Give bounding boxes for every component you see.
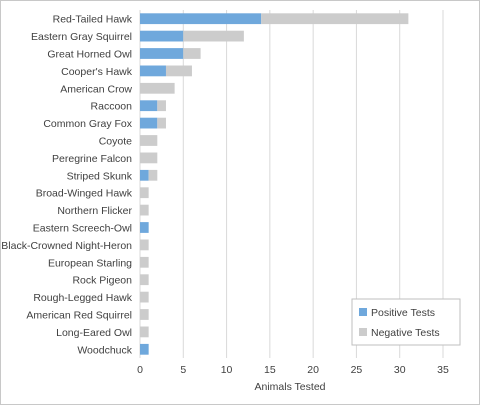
- category-labels: Red-Tailed Hawk Eastern Gray Squirrel Grea…: [1, 14, 132, 357]
- category-label: Rough-Legged Hawk: [33, 292, 132, 304]
- legend-swatch-positive: [359, 308, 367, 316]
- legend: Positive Tests Negative Tests: [351, 298, 461, 346]
- category-label: European Starling: [48, 257, 132, 269]
- bar-negative: [140, 239, 149, 251]
- x-tick-label: 10: [221, 364, 233, 376]
- category-label: American Crow: [60, 83, 132, 95]
- legend-box: [351, 298, 461, 346]
- category-label: Broad-Winged Hawk: [36, 188, 133, 200]
- bar-negative: [140, 187, 149, 199]
- category-label: Black-Crowned Night-Heron: [1, 240, 132, 252]
- x-tick-label: 25: [351, 364, 363, 376]
- bar-positive: [140, 100, 158, 112]
- x-tick-label: 0: [137, 364, 143, 376]
- bar-negative: [183, 30, 244, 42]
- category-label: Red-Tailed Hawk: [53, 14, 133, 26]
- bar-negative: [157, 100, 166, 112]
- bar-negative: [140, 309, 149, 320]
- category-label: Northern Flicker: [57, 205, 132, 217]
- category-label: Common Gray Fox: [43, 118, 132, 130]
- x-axis-title: Animals Tested: [254, 381, 325, 393]
- category-label: American Red Squirrel: [26, 310, 132, 322]
- legend-label-positive: Positive Tests: [371, 307, 435, 319]
- category-label: Long-Eared Owl: [56, 327, 132, 339]
- bar-negative: [183, 48, 201, 59]
- x-tick-label: 15: [264, 364, 276, 376]
- category-label: Eastern Screech-Owl: [33, 223, 132, 235]
- category-label: Striped Skunk: [67, 170, 133, 182]
- legend-label-negative: Negative Tests: [371, 327, 440, 339]
- bar-positive: [140, 13, 262, 25]
- bar-negative: [140, 82, 175, 94]
- x-tick-label: 20: [307, 364, 319, 376]
- x-tick-labels: 0 5 10 15 20 25 30 35: [137, 364, 449, 376]
- legend-swatch-negative: [359, 328, 367, 336]
- bar-negative: [157, 117, 166, 129]
- category-label: Peregrine Falcon: [52, 153, 132, 165]
- bar-positive: [140, 48, 184, 59]
- bar-positive: [140, 117, 158, 129]
- bar-negative: [140, 204, 149, 216]
- bar-negative: [140, 326, 149, 338]
- bar-negative: [148, 169, 158, 181]
- bar-positive: [140, 30, 184, 42]
- x-tick-label: 35: [437, 364, 449, 376]
- bar-negative: [140, 274, 149, 286]
- bar-negative: [140, 256, 149, 268]
- category-label: Eastern Gray Squirrel: [31, 31, 132, 43]
- category-label: Great Horned Owl: [47, 49, 132, 61]
- category-label: Woodchuck: [77, 344, 132, 356]
- bar-negative: [261, 13, 409, 25]
- x-tick-label: 5: [180, 364, 186, 376]
- x-tick-label: 30: [394, 364, 406, 376]
- category-label: Coyote: [99, 136, 132, 148]
- bar-positive: [140, 169, 149, 181]
- bars: [140, 13, 409, 355]
- category-label: Raccoon: [91, 101, 133, 113]
- category-label: Cooper's Hawk: [61, 66, 133, 78]
- bar-positive: [140, 222, 149, 233]
- bar-negative: [140, 135, 158, 146]
- category-label: Rock Pigeon: [72, 275, 132, 287]
- bar-positive: [140, 343, 149, 355]
- bar-positive: [140, 65, 166, 77]
- bar-negative: [165, 65, 192, 77]
- bar-negative: [140, 152, 158, 164]
- bar-negative: [140, 291, 149, 303]
